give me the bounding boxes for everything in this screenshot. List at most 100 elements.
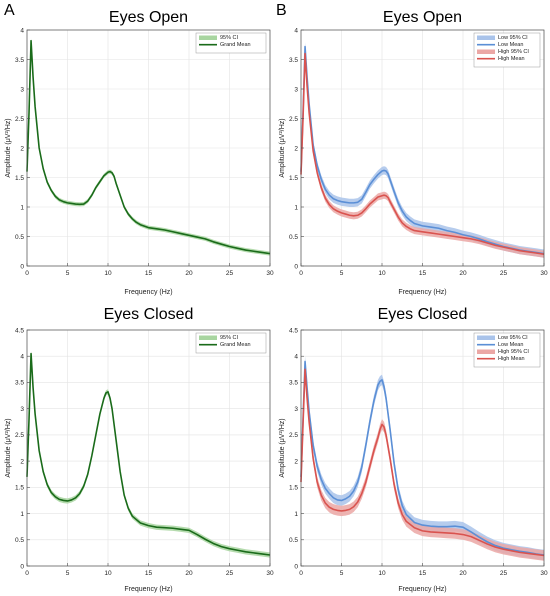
legend-swatch-ci <box>477 335 495 340</box>
series-line-1 <box>26 352 271 556</box>
x-tick-label: 30 <box>266 570 274 577</box>
legend-label: Low 95% CI <box>498 35 528 41</box>
x-tick-label: 0 <box>299 270 303 277</box>
x-axis-label: Frequency (Hz) <box>398 289 446 296</box>
legend-label: 95% CI <box>220 335 239 341</box>
legend-label: Low Mean <box>498 42 523 48</box>
x-tick-label: 10 <box>104 270 112 277</box>
chart-title: Eyes Closed <box>378 306 468 323</box>
y-tick-label: 1 <box>20 204 24 211</box>
y-tick-label: 3.5 <box>289 57 298 64</box>
y-tick-label: 0 <box>294 563 298 570</box>
y-tick-label: 1.5 <box>289 485 298 492</box>
y-axis-label: Amplitude (μV²/Hz) <box>279 118 286 177</box>
legend-swatch-ci <box>477 349 495 354</box>
y-tick-label: 4 <box>20 354 24 361</box>
y-axis-label: Amplitude (μV²/Hz) <box>5 418 12 477</box>
x-tick-label: 5 <box>340 270 344 277</box>
x-tick-label: 15 <box>145 270 153 277</box>
x-axis-label: Frequency (Hz) <box>124 289 172 296</box>
y-tick-label: 2 <box>20 145 24 152</box>
y-tick-label: 3.5 <box>15 57 24 64</box>
x-tick-label: 25 <box>226 570 234 577</box>
y-tick-label: 0.5 <box>15 537 24 544</box>
legend-label: Low 95% CI <box>498 335 528 341</box>
legend-label: Grand Mean <box>220 342 251 348</box>
y-tick-label: 2 <box>294 145 298 152</box>
legend-swatch-ci <box>199 335 217 340</box>
y-tick-label: 0 <box>20 563 24 570</box>
chart-title: Eyes Closed <box>104 306 194 323</box>
x-tick-label: 20 <box>185 570 193 577</box>
x-tick-label: 10 <box>104 570 112 577</box>
x-axis-label: Frequency (Hz) <box>124 586 172 593</box>
chart-panel-2: 0 5 10 15 20 25 30 0 0.5 1 1.5 2 2.5 3 3.5 4 Eyes Open Fr… <box>279 9 548 296</box>
y-tick-label: 0 <box>20 263 24 270</box>
y-tick-label: 2.5 <box>15 432 24 439</box>
y-tick-label: 1.5 <box>15 485 24 492</box>
x-tick-label: 25 <box>500 270 508 277</box>
y-axis-label: Amplitude (μV²/Hz) <box>5 118 12 177</box>
y-tick-label: 3.5 <box>15 380 24 387</box>
x-tick-label: 20 <box>459 270 467 277</box>
x-tick-label: 30 <box>540 570 548 577</box>
x-tick-label: 5 <box>340 570 344 577</box>
series-line-2 <box>300 368 545 557</box>
x-tick-label: 15 <box>419 270 427 277</box>
y-tick-label: 4.5 <box>15 327 24 334</box>
x-tick-label: 20 <box>185 270 193 277</box>
x-tick-label: 10 <box>378 570 386 577</box>
panel-letter-b: B <box>276 2 287 19</box>
series-line-2 <box>300 52 545 255</box>
y-axis-label: Amplitude (μV²/Hz) <box>279 418 286 477</box>
y-tick-label: 0 <box>294 263 298 270</box>
y-tick-label: 2 <box>294 458 298 465</box>
legend-label: 95% CI <box>220 35 239 41</box>
series-line-1 <box>300 360 545 556</box>
series-line-1 <box>26 39 271 255</box>
x-tick-label: 5 <box>66 570 70 577</box>
series-line-1 <box>300 45 545 255</box>
y-tick-label: 1.5 <box>15 175 24 182</box>
y-tick-label: 2.5 <box>289 432 298 439</box>
x-axis-label: Frequency (Hz) <box>398 586 446 593</box>
y-tick-label: 4 <box>294 354 298 361</box>
legend-label: High 95% CI <box>498 349 529 355</box>
legend-label: Low Mean <box>498 342 523 348</box>
y-tick-label: 2.5 <box>289 116 298 123</box>
y-tick-label: 1 <box>294 204 298 211</box>
x-tick-label: 15 <box>145 570 153 577</box>
y-tick-label: 2.5 <box>15 116 24 123</box>
x-tick-label: 0 <box>25 570 29 577</box>
x-tick-label: 15 <box>419 570 427 577</box>
x-tick-label: 25 <box>500 570 508 577</box>
y-tick-label: 1.5 <box>289 175 298 182</box>
x-tick-label: 0 <box>25 270 29 277</box>
x-tick-label: 5 <box>66 270 70 277</box>
y-tick-label: 0.5 <box>289 234 298 241</box>
y-tick-label: 0.5 <box>15 234 24 241</box>
y-tick-label: 4 <box>20 27 24 34</box>
y-tick-label: 0.5 <box>289 537 298 544</box>
y-tick-label: 4 <box>294 27 298 34</box>
legend-label: High Mean <box>498 356 525 362</box>
x-tick-label: 25 <box>226 270 234 277</box>
y-tick-label: 3 <box>20 86 24 93</box>
y-tick-label: 3 <box>20 406 24 413</box>
x-tick-label: 0 <box>299 570 303 577</box>
chart-panel-4: 0 5 10 15 20 25 30 0 0.5 1 1.5 2 2.5 3 3.5 4 4.5 Eyes Clo… <box>279 306 548 593</box>
x-tick-label: 10 <box>378 270 386 277</box>
y-tick-label: 2 <box>20 458 24 465</box>
x-tick-label: 20 <box>459 570 467 577</box>
chart-title: Eyes Open <box>383 9 462 26</box>
y-tick-label: 3 <box>294 86 298 93</box>
x-tick-label: 30 <box>266 270 274 277</box>
chart-title: Eyes Open <box>109 9 188 26</box>
legend-swatch-ci <box>477 49 495 54</box>
x-tick-label: 30 <box>540 270 548 277</box>
chart-panel-3: 0 5 10 15 20 25 30 0 0.5 1 1.5 2 2.5 3 3.5 4 4.5 Eyes Clo… <box>5 306 274 593</box>
